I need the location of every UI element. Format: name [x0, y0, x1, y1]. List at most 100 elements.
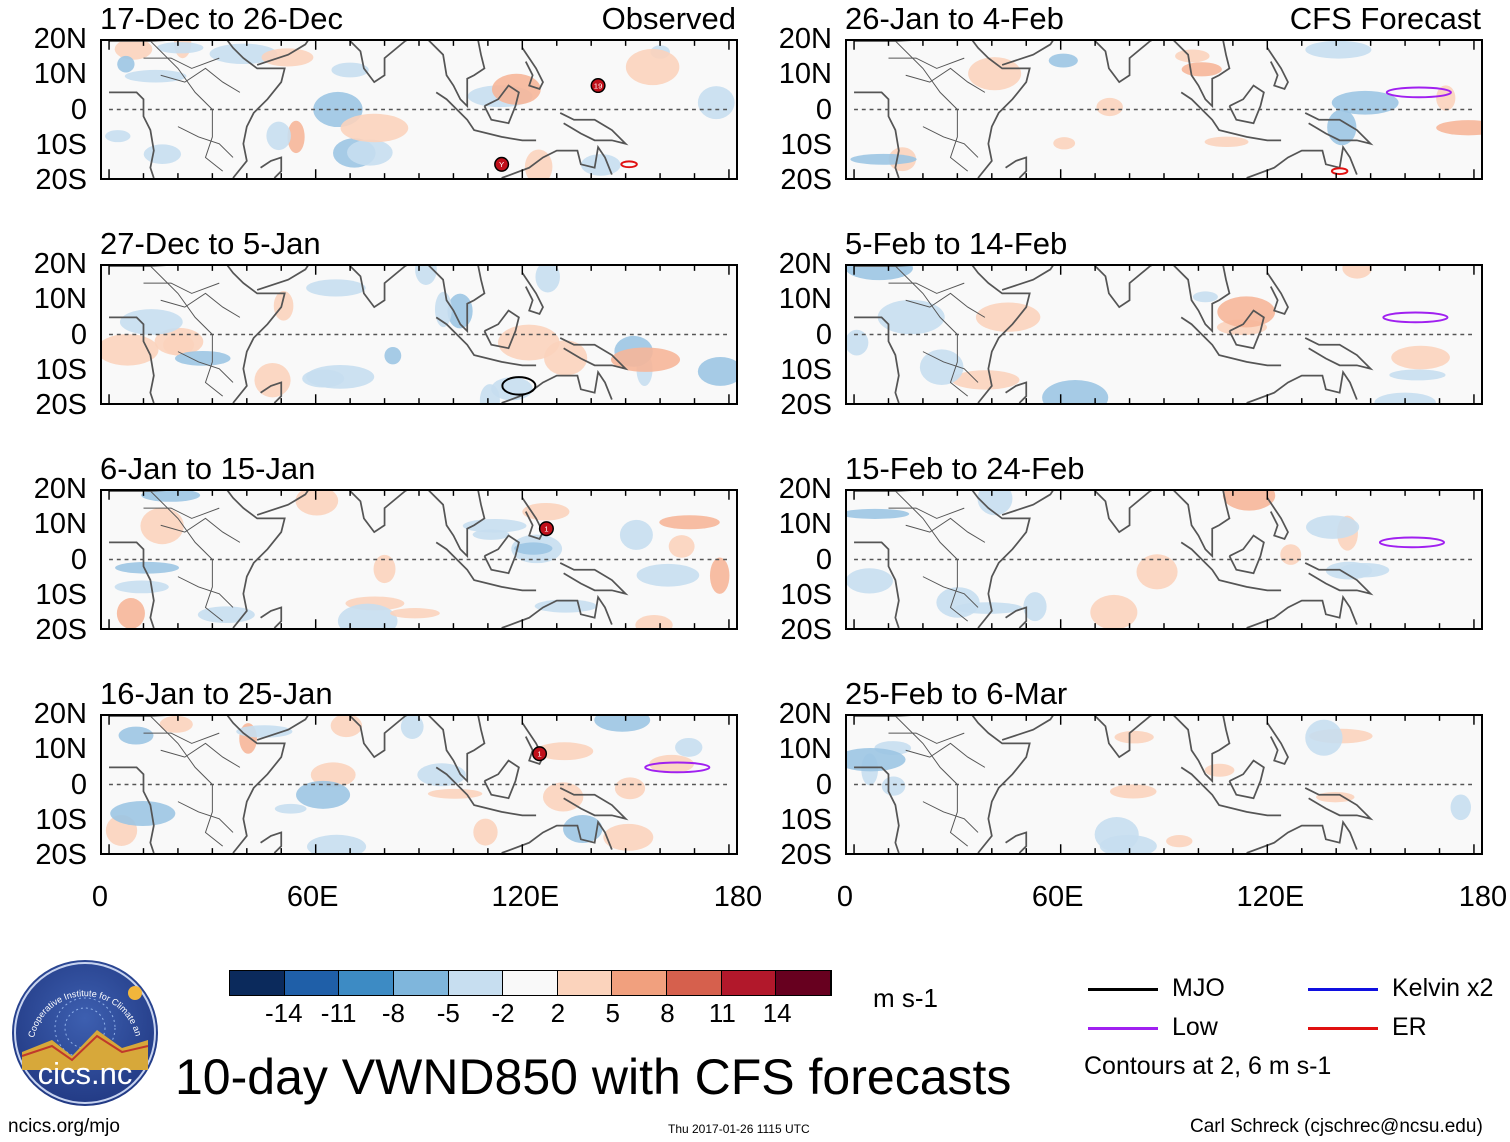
contour-low — [1382, 311, 1449, 324]
legend-line-mjo — [1088, 988, 1158, 991]
panel-title: 27-Dec to 5-Jan — [100, 226, 321, 261]
y-tick-label: 20N — [778, 473, 832, 505]
y-tick-label: 10S — [780, 578, 832, 611]
colorbar-tick-label: 14 — [762, 998, 792, 1028]
y-tick-label: 20N — [778, 23, 832, 55]
footer-url[interactable]: ncics.org/mjo — [8, 1116, 120, 1137]
y-tick-label: 10S — [780, 803, 832, 836]
y-tick-label: 0 — [70, 318, 87, 351]
legend-line-kelvin — [1308, 988, 1378, 991]
coastlines — [109, 266, 629, 403]
map-svg — [102, 266, 736, 403]
panel-title: 25-Feb to 6-Mar — [845, 676, 1068, 711]
colorbar-swatch — [776, 971, 832, 995]
colorbar-tick-label: -8 — [381, 998, 406, 1028]
map-panel: 1 — [100, 714, 738, 855]
y-tick-label: 0 — [815, 93, 832, 126]
colorbar-swatch — [557, 971, 613, 995]
colorbar — [229, 970, 832, 996]
contour-er — [620, 160, 638, 169]
map-panel — [845, 264, 1483, 405]
y-tick-label: 10N — [778, 283, 832, 316]
map-svg — [847, 266, 1475, 403]
panel-tag: Observed — [601, 1, 736, 36]
y-tick-label: 10N — [778, 733, 832, 766]
svg-text:1: 1 — [544, 525, 548, 534]
axis-ticks — [853, 266, 1475, 403]
colorbar-tick-label: -11 — [320, 998, 357, 1028]
panel-title: 17-Dec to 26-Dec — [100, 1, 343, 36]
contour-low — [1385, 86, 1452, 99]
borders — [143, 491, 241, 622]
figure-title: 10-day VWND850 with CFS forecasts — [175, 1049, 1012, 1105]
y-tick-label: 0 — [70, 768, 87, 801]
y-tick-label: 20S — [780, 389, 832, 421]
colorbar-swatch — [339, 971, 394, 995]
contour-note: Contours at 2, 6 m s-1 — [1084, 1052, 1332, 1080]
borders — [143, 266, 241, 397]
panel-title: 15-Feb to 24-Feb — [845, 451, 1085, 486]
coastlines — [109, 491, 629, 628]
borders — [888, 716, 986, 847]
colorbar-swatch — [284, 971, 340, 995]
anomaly-shading — [114, 491, 730, 628]
y-tick-label: 0 — [70, 543, 87, 576]
y-tick-label: 20N — [33, 473, 87, 505]
map-panel — [100, 264, 738, 405]
colorbar-tick-label: 2 — [550, 998, 566, 1028]
svg-text:Y: Y — [499, 160, 505, 169]
panel-tag: CFS Forecast — [1289, 1, 1481, 36]
svg-text:1: 1 — [537, 750, 541, 759]
anomaly-shading — [850, 41, 1481, 172]
anomaly-shading — [105, 716, 703, 853]
map-panel — [845, 39, 1483, 180]
colorbar-swatch — [612, 971, 668, 995]
map-svg: 1 — [108, 491, 730, 628]
svg-text:19: 19 — [594, 81, 603, 90]
y-tick-label: 10S — [35, 803, 87, 836]
cyclone-marker: 1 — [538, 521, 554, 537]
legend-label-low: Low — [1172, 1013, 1218, 1041]
borders — [143, 716, 241, 847]
panel-title: 26-Jan to 4-Feb — [845, 1, 1064, 36]
axis-ticks — [108, 491, 730, 628]
y-tick-label: 20S — [35, 614, 87, 646]
colorbar-swatch — [230, 971, 285, 995]
x-tick-label: 180 — [713, 881, 763, 913]
colorbar-tick-label: -5 — [436, 998, 460, 1028]
panel-title: 16-Jan to 25-Jan — [100, 676, 333, 711]
y-tick-label: 20N — [33, 248, 87, 280]
y-tick-label: 0 — [815, 318, 832, 351]
legend-line-low — [1088, 1027, 1158, 1030]
y-tick-label: 20S — [35, 389, 87, 421]
axis-ticks — [853, 41, 1475, 178]
y-tick-label: 10S — [35, 353, 87, 386]
axis-ticks — [108, 41, 730, 178]
y-tick-label: 10N — [33, 283, 87, 316]
map-panel: 1 — [100, 489, 738, 630]
contour-low — [1378, 536, 1445, 549]
anomaly-shading — [847, 491, 1390, 628]
y-tick-label: 20N — [778, 698, 832, 730]
y-tick-label: 10N — [33, 58, 87, 91]
x-tick-label: 120E — [491, 881, 560, 913]
y-tick-label: 10S — [780, 128, 832, 161]
y-tick-label: 10N — [778, 58, 832, 91]
logo-graphic: Cooperative Institute for Climate and Sa… — [9, 952, 156, 1104]
x-tick-label: 0 — [836, 881, 854, 913]
y-tick-label: 10S — [35, 128, 87, 161]
coastlines — [854, 491, 1374, 628]
y-tick-label: 10N — [33, 733, 87, 766]
contour-low — [644, 761, 711, 774]
contour-mjo — [501, 376, 537, 396]
panel-title: 5-Feb to 14-Feb — [845, 226, 1068, 261]
map-panel — [845, 714, 1483, 855]
map-svg: 1 — [105, 716, 730, 853]
x-tick-label: 60E — [286, 881, 339, 913]
legend-label-er: ER — [1392, 1013, 1427, 1041]
y-tick-label: 20S — [35, 164, 87, 196]
map-svg — [847, 716, 1475, 853]
y-tick-label: 20S — [780, 614, 832, 646]
y-tick-label: 10S — [780, 353, 832, 386]
y-tick-label: 10N — [33, 508, 87, 541]
